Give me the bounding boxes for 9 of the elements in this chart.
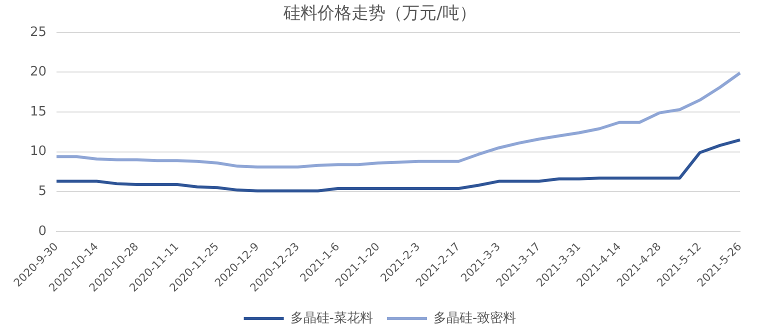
chart-title: 硅料价格走势（万元/吨） [282, 4, 476, 24]
y-tick-label: 5 [38, 184, 47, 200]
y-tick-label: 25 [30, 24, 47, 40]
y-tick-label: 10 [30, 144, 47, 160]
y-tick-label: 20 [30, 64, 47, 80]
legend-label: 多晶硅-致密料 [434, 310, 516, 326]
y-tick-label: 15 [30, 104, 47, 120]
legend-label: 多晶硅-菜花料 [290, 310, 374, 326]
y-tick-label: 0 [38, 224, 47, 239]
